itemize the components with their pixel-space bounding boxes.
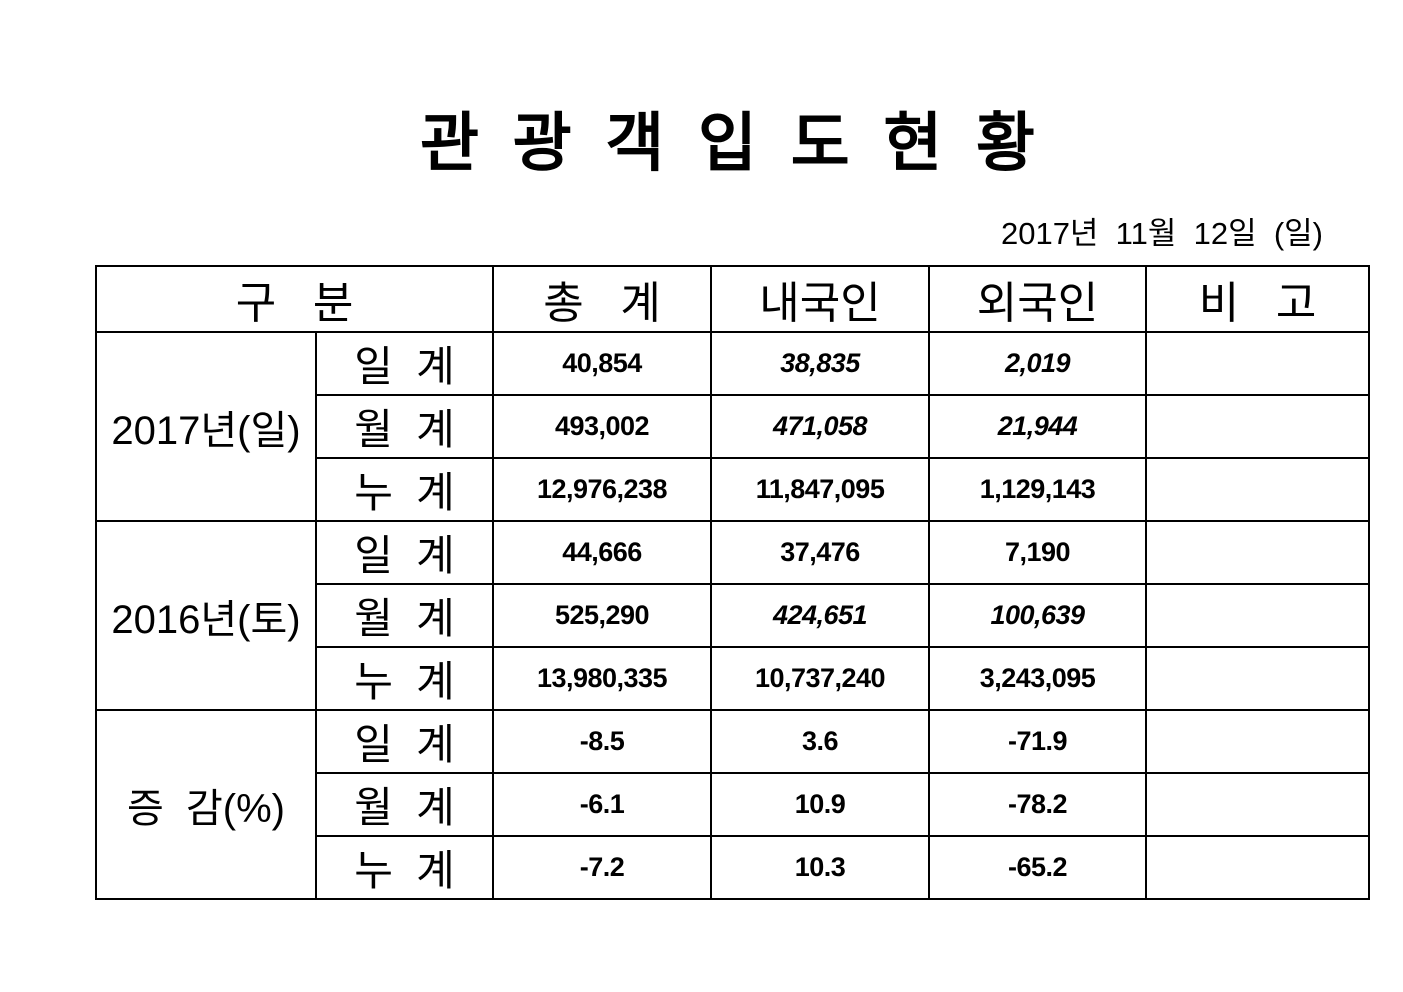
remarks-cell bbox=[1145, 772, 1371, 837]
value-cell: 37,476 bbox=[710, 520, 931, 585]
page-title: 관 광 객 입 도 현 황 bbox=[420, 107, 1043, 179]
value-cell: -7.2 bbox=[492, 835, 713, 900]
remarks-cell bbox=[1145, 709, 1371, 774]
header-domestic: 내국인 bbox=[710, 265, 931, 333]
tourist-arrivals-table: 구 분 총 계 내국인 외국인 비 고 2017년(일) 일 계 40,854 38,… bbox=[94, 265, 1371, 900]
value-cell: 471,058 bbox=[710, 394, 931, 459]
remarks-cell bbox=[1145, 583, 1371, 648]
header-remarks: 비 고 bbox=[1145, 265, 1371, 333]
table-row: 누 계 12,976,238 11,847,095 1,129,143 bbox=[96, 457, 1371, 522]
value-cell: 13,980,335 bbox=[492, 646, 713, 711]
table-row: 2017년(일) 일 계 40,854 38,835 2,019 bbox=[95, 331, 1371, 522]
table-row: 누 계 -7.2 10.3 -65.2 bbox=[96, 835, 1371, 900]
value-cell: -8.5 bbox=[492, 709, 713, 774]
value-cell: -71.9 bbox=[928, 709, 1148, 774]
table-row: 2016년(토) 일 계 44,666 37,476 7,190 bbox=[95, 520, 1371, 711]
value-cell: 10,737,240 bbox=[710, 646, 931, 711]
table-row: 월 계 525,290 424,651 100,639 bbox=[96, 583, 1371, 648]
value-cell: 3.6 bbox=[710, 709, 931, 774]
table-row: 누 계 13,980,335 10,737,240 3,243,095 bbox=[96, 646, 1371, 711]
row-label-cell: 누 계 bbox=[314, 835, 495, 900]
row-label-cell: 누 계 bbox=[314, 457, 495, 522]
row-label-cell: 일 계 bbox=[314, 709, 495, 774]
value-cell: 493,002 bbox=[492, 394, 713, 459]
value-cell: 424,651 bbox=[710, 583, 931, 648]
row-label-cell: 일 계 bbox=[314, 520, 495, 585]
remarks-cell bbox=[1145, 457, 1371, 522]
report-date: 2017년 11월 12일 (일) bbox=[1000, 216, 1323, 251]
row-label-cell: 월 계 bbox=[314, 583, 495, 648]
value-cell: 21,944 bbox=[928, 394, 1148, 459]
header-total: 총 계 bbox=[492, 265, 713, 333]
group-label-cell: 2017년(일) bbox=[95, 331, 317, 522]
value-cell: -6.1 bbox=[492, 772, 713, 837]
value-cell: 100,639 bbox=[928, 583, 1148, 648]
table-row: 증 감(%) 일 계 -8.5 3.6 -71.9 bbox=[95, 709, 1371, 900]
header-category: 구 분 bbox=[94, 265, 495, 333]
value-cell: 44,666 bbox=[492, 520, 713, 585]
row-label-cell: 월 계 bbox=[314, 772, 495, 837]
remarks-cell bbox=[1145, 646, 1371, 711]
value-cell: -65.2 bbox=[928, 835, 1148, 900]
row-label-cell: 월 계 bbox=[314, 394, 495, 459]
value-cell: 40,854 bbox=[492, 331, 713, 396]
row-label-cell: 누 계 bbox=[314, 646, 495, 711]
value-cell: 12,976,238 bbox=[492, 457, 713, 522]
table-row: 월 계 -6.1 10.9 -78.2 bbox=[96, 772, 1371, 837]
value-cell: 10.3 bbox=[710, 835, 931, 900]
header-foreign: 외국인 bbox=[928, 265, 1148, 333]
value-cell: 2,019 bbox=[928, 331, 1148, 396]
remarks-cell bbox=[1145, 394, 1371, 459]
table-row: 월 계 493,002 471,058 21,944 bbox=[96, 394, 1371, 459]
value-cell: -78.2 bbox=[928, 772, 1148, 837]
value-cell: 525,290 bbox=[492, 583, 713, 648]
value-cell: 38,835 bbox=[710, 331, 931, 396]
value-cell: 10.9 bbox=[710, 772, 931, 837]
remarks-cell bbox=[1145, 835, 1371, 900]
remarks-cell bbox=[1145, 520, 1371, 585]
row-label-cell: 일 계 bbox=[314, 331, 495, 396]
value-cell: 1,129,143 bbox=[928, 457, 1148, 522]
value-cell: 3,243,095 bbox=[928, 646, 1148, 711]
group-label-cell: 증 감(%) bbox=[95, 709, 317, 900]
remarks-cell bbox=[1145, 331, 1371, 396]
table-header-row: 구 분 총 계 내국인 외국인 비 고 bbox=[94, 265, 1371, 333]
value-cell: 7,190 bbox=[928, 520, 1148, 585]
value-cell: 11,847,095 bbox=[710, 457, 931, 522]
group-label-cell: 2016년(토) bbox=[95, 520, 317, 711]
